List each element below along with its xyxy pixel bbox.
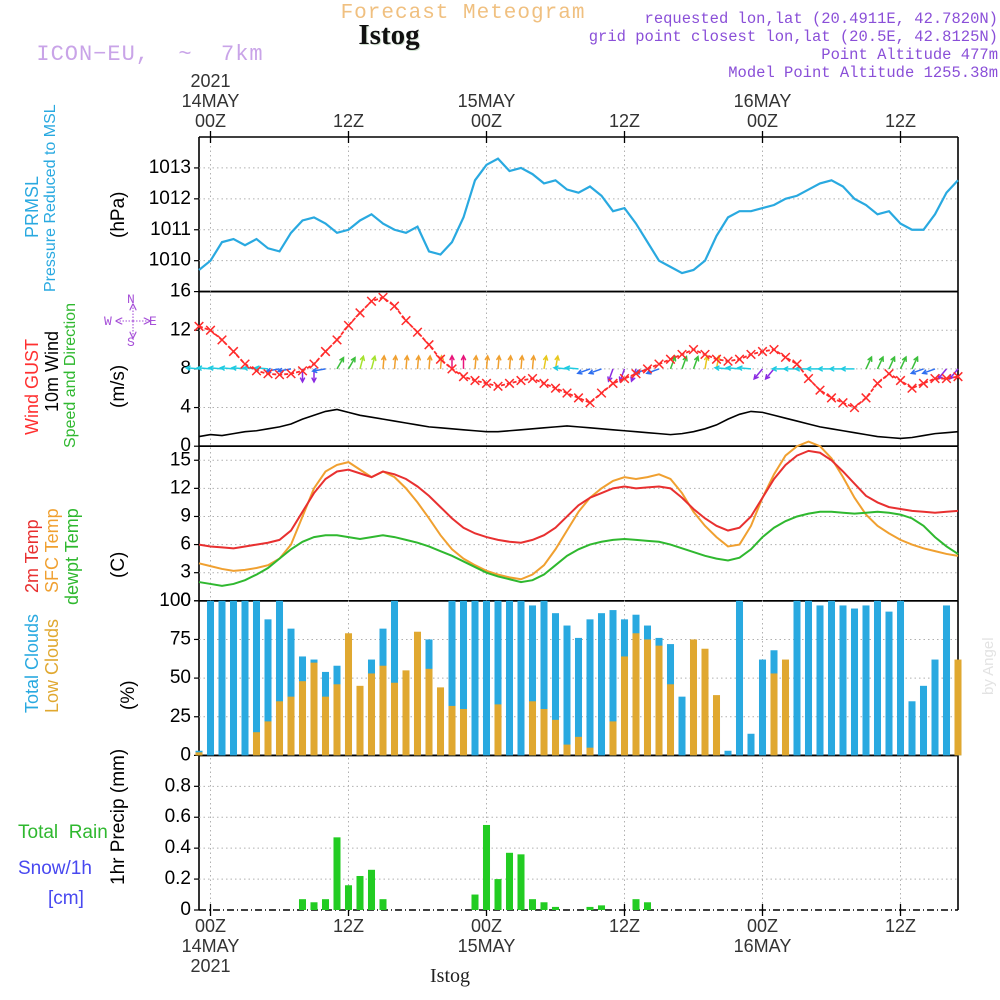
svg-text:12: 12 [170,477,191,498]
svg-text:14MAY: 14MAY [182,91,240,111]
svg-text:16MAY: 16MAY [734,91,792,111]
svg-text:0.8: 0.8 [165,775,191,796]
svg-text:0: 0 [180,744,191,765]
svg-text:50: 50 [170,667,191,688]
svg-text:9: 9 [180,505,191,526]
svg-text:00Z: 00Z [747,916,778,936]
svg-text:0.2: 0.2 [165,868,191,889]
svg-text:2021: 2021 [190,71,230,91]
svg-text:12: 12 [170,319,191,340]
svg-text:00Z: 00Z [195,916,226,936]
svg-text:1013: 1013 [149,157,191,178]
svg-text:15: 15 [170,449,191,470]
svg-text:4: 4 [180,397,191,418]
svg-text:12Z: 12Z [333,111,364,131]
svg-text:00Z: 00Z [471,111,502,131]
svg-text:6: 6 [180,534,191,555]
svg-text:0.4: 0.4 [165,837,192,858]
svg-text:00Z: 00Z [195,111,226,131]
svg-text:00Z: 00Z [471,916,502,936]
svg-text:75: 75 [170,628,191,649]
svg-text:15MAY: 15MAY [458,936,516,956]
svg-text:25: 25 [170,706,191,727]
svg-text:12Z: 12Z [609,111,640,131]
svg-text:0.6: 0.6 [165,806,191,827]
svg-text:00Z: 00Z [747,111,778,131]
svg-text:16MAY: 16MAY [734,936,792,956]
svg-text:3: 3 [180,562,191,583]
svg-text:12Z: 12Z [885,916,916,936]
svg-text:0: 0 [180,899,191,920]
svg-text:16: 16 [170,281,191,302]
svg-text:1012: 1012 [149,188,191,209]
svg-text:1010: 1010 [149,250,191,271]
svg-text:12Z: 12Z [609,916,640,936]
svg-text:100: 100 [159,590,191,611]
svg-text:14MAY: 14MAY [182,936,240,956]
svg-text:12Z: 12Z [885,111,916,131]
svg-text:2021: 2021 [190,956,230,976]
svg-text:1011: 1011 [150,219,191,240]
svg-text:15MAY: 15MAY [458,91,516,111]
svg-text:12Z: 12Z [333,916,364,936]
